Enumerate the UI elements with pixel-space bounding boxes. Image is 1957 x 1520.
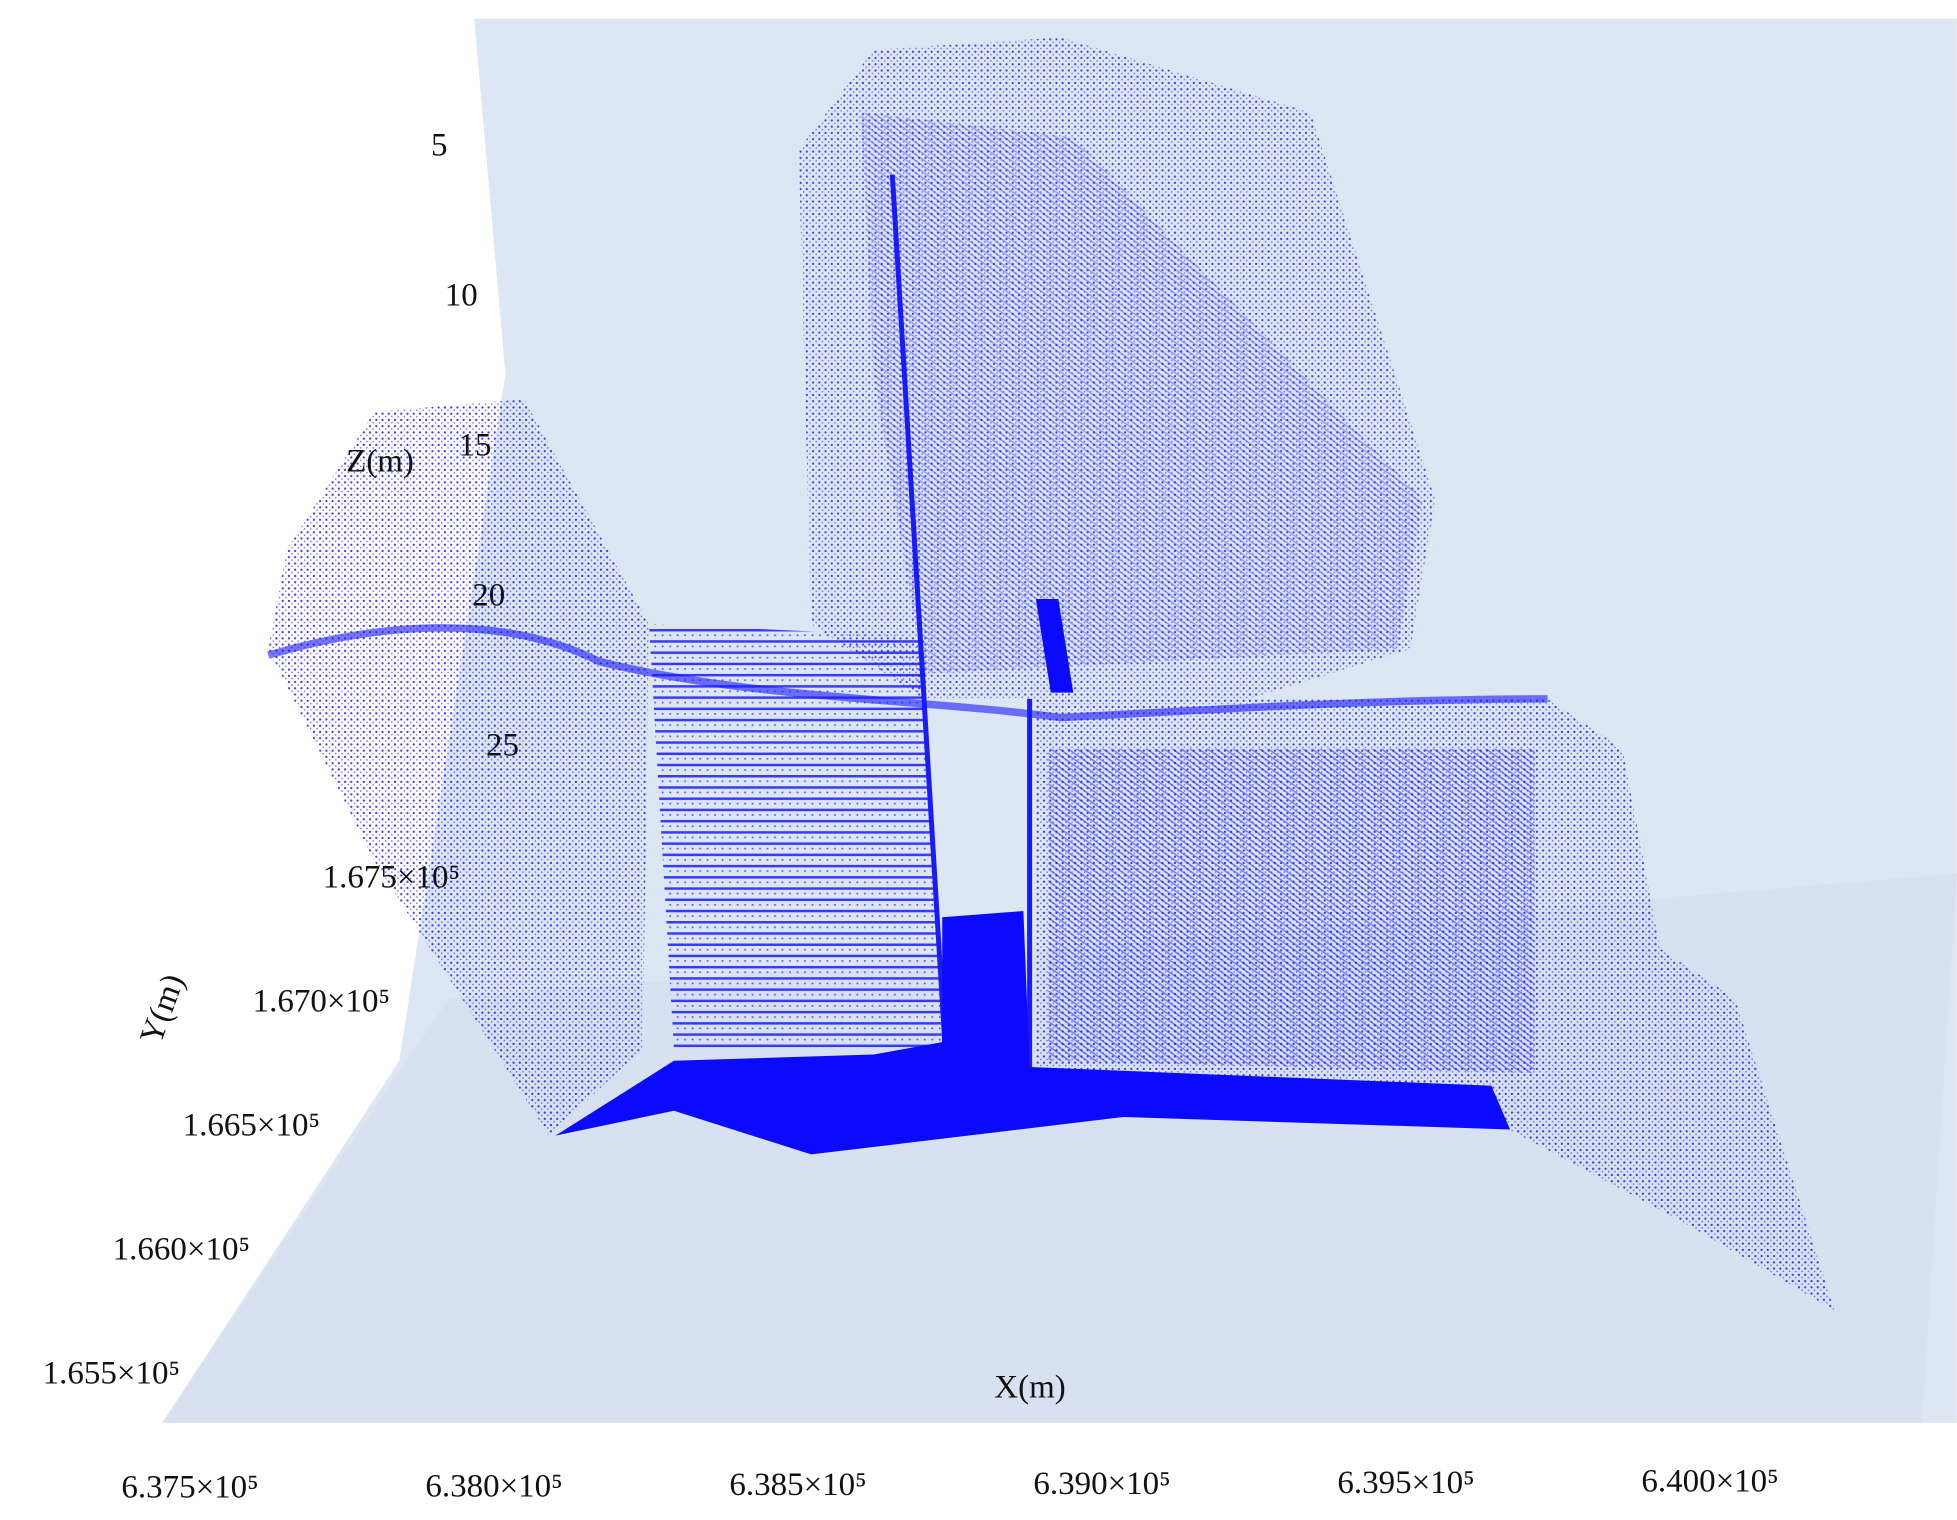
z-tick-label: 10 xyxy=(445,278,478,314)
z-tick-label: 20 xyxy=(472,578,505,614)
x-tick-label: 6.400×10⁵ xyxy=(1641,1464,1778,1500)
z-tick-label: 15 xyxy=(459,428,492,464)
x-tick-label: 6.395×10⁵ xyxy=(1337,1465,1474,1501)
x-tick-label: 6.375×10⁵ xyxy=(121,1470,258,1506)
point-cloud-block xyxy=(648,624,943,1049)
z-tick-label: 5 xyxy=(431,128,448,164)
y-tick-label: 1.670×10⁵ xyxy=(253,984,390,1020)
x-tick-label: 6.385×10⁵ xyxy=(729,1467,866,1503)
y-tick-label: 1.665×10⁵ xyxy=(183,1108,320,1144)
point-cloud-ridge xyxy=(267,624,1548,722)
z-tick-label: 25 xyxy=(486,728,519,764)
y-tick-label: 1.660×10⁵ xyxy=(113,1232,250,1268)
x-tick-label: 6.380×10⁵ xyxy=(425,1468,562,1504)
x-axis-label: X(m) xyxy=(994,1370,1065,1406)
point-cloud-left xyxy=(268,399,649,1136)
point-cloud-slope-dense xyxy=(861,112,1423,674)
x-tick-label: 6.390×10⁵ xyxy=(1033,1466,1170,1502)
z-axis-label: Z(m) xyxy=(346,444,414,480)
point-cloud-edge xyxy=(889,174,948,1043)
y-tick-label: 1.655×10⁵ xyxy=(43,1356,180,1392)
point-cloud-pillar xyxy=(1035,599,1074,693)
y-tick-label: 1.675×10⁵ xyxy=(323,860,460,896)
point-cloud-right-dense xyxy=(1048,748,1536,1074)
point-cloud-floor xyxy=(555,911,1511,1155)
